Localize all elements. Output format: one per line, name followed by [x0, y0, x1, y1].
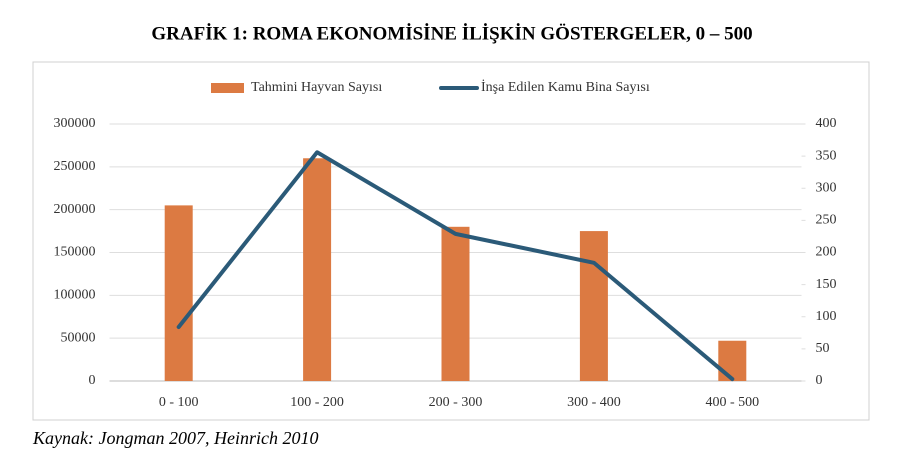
y2-tick-label: 400	[816, 116, 837, 131]
y2-tick-label: 250	[816, 213, 837, 228]
y-tick-label: 100000	[54, 288, 96, 303]
chart-frame	[32, 61, 870, 421]
bar	[718, 340, 747, 381]
x-tick-label: 200 - 300	[429, 395, 483, 410]
y2-tick-label: 50	[816, 341, 830, 356]
bar	[441, 226, 470, 381]
y2-tick-label: 200	[816, 245, 837, 260]
y2-tick-label: 0	[816, 373, 823, 388]
y2-tick-label: 300	[816, 180, 837, 195]
source-note: Kaynak: Jongman 2007, Heinrich 2010	[32, 428, 318, 448]
x-tick-label: 300 - 400	[567, 395, 621, 410]
x-tick-label: 100 - 200	[290, 395, 344, 410]
bar	[164, 205, 193, 381]
x-tick-label: 0 - 100	[159, 395, 199, 410]
bar	[579, 231, 608, 381]
y-tick-label: 300000	[54, 116, 96, 131]
line	[176, 150, 735, 382]
bar	[303, 158, 332, 381]
y-tick-label: 250000	[54, 159, 96, 174]
y-tick-label: 0	[89, 373, 96, 388]
x-tick-label: 400 - 500	[705, 395, 759, 410]
y2-tick-label: 150	[816, 277, 837, 292]
y2-tick-label: 100	[816, 309, 837, 324]
y-tick-label: 200000	[54, 202, 96, 217]
legend-label: Tahmini Hayvan Sayısı	[251, 80, 382, 95]
legend-swatch	[211, 83, 244, 93]
legend-label: İnşa Edilen Kamu Bina Sayısı	[481, 79, 650, 95]
y-tick-label: 50000	[61, 330, 96, 345]
chart-title: GRAFİK 1: ROMA EKONOMİSİNE İLİŞKİN GÖSTE…	[151, 23, 752, 44]
y2-tick-label: 350	[816, 148, 837, 163]
y-tick-label: 150000	[54, 245, 96, 260]
